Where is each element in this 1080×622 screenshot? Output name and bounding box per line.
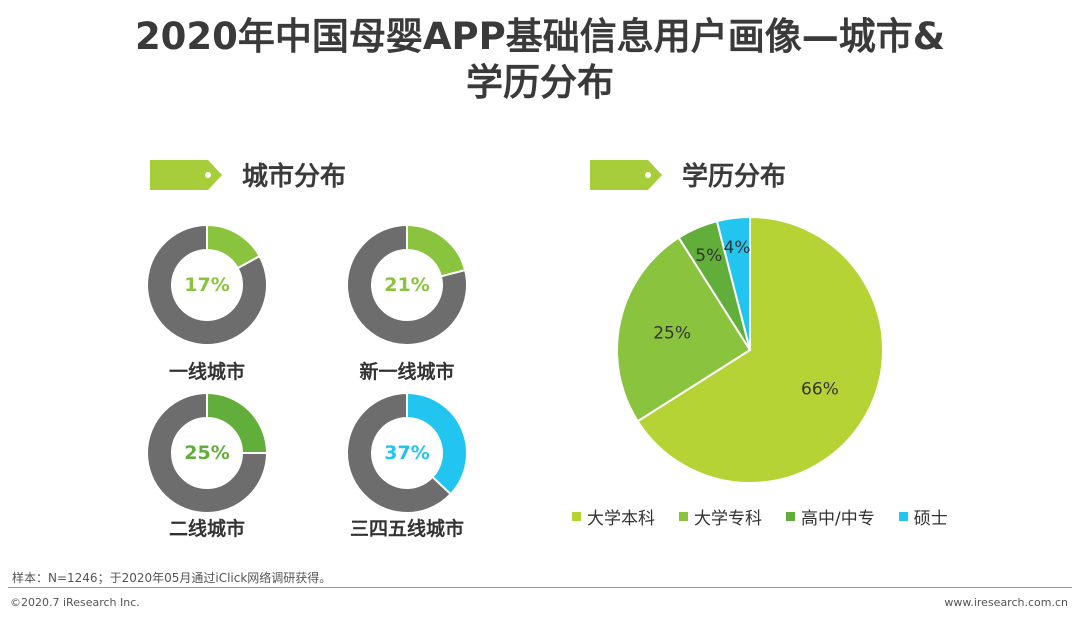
donut-segment xyxy=(206,223,261,270)
donut-category-label: 一线城市 xyxy=(168,361,245,383)
education-section-header: 学历分布 xyxy=(590,156,786,193)
donut-chart-new-tier1: 21% xyxy=(346,223,468,346)
legend-item: 大学本科 xyxy=(572,504,655,529)
tag-arrow-icon xyxy=(590,159,662,190)
donut-value-label: 25% xyxy=(184,442,230,464)
education-section-title: 学历分布 xyxy=(682,162,787,192)
page-title: 2020年中国母婴APP基础信息用户画像—城市& 学历分布 xyxy=(0,14,1080,106)
footer-divider xyxy=(8,587,1072,588)
legend-swatch xyxy=(679,512,688,521)
pie-data-label: 5% xyxy=(695,246,722,266)
donut-segment xyxy=(406,223,467,278)
pie-slice xyxy=(616,236,752,423)
donut-remainder xyxy=(346,223,468,346)
donut-category-label: 三四五线城市 xyxy=(349,518,464,540)
title-line-1: 2020年中国母婴APP基础信息用户画像—城市& xyxy=(134,15,946,58)
pie-slice xyxy=(715,215,751,351)
tag-arrow-icon xyxy=(150,159,222,190)
donut-chart-tier345: 37% xyxy=(346,391,468,514)
legend-swatch xyxy=(898,512,908,521)
legend-swatch xyxy=(572,512,581,521)
pie-data-label: 25% xyxy=(653,324,691,344)
legend-label: 大学专科 xyxy=(694,509,762,529)
legend-item: 大学专科 xyxy=(679,504,762,529)
sample-note: 样本：N=1246；于2020年05月通过iClick网络调研获得。 xyxy=(12,571,332,585)
donut-value-label: 37% xyxy=(384,442,430,464)
donut-chart-tier2: 25% xyxy=(146,391,269,514)
title-line-2: 学历分布 xyxy=(466,61,614,104)
legend-item: 高中/中专 xyxy=(786,504,875,529)
education-pie-chart: 66% 25% 5% 4% xyxy=(616,215,884,484)
donut-remainder xyxy=(146,223,268,346)
copyright: ©2020.7 iResearch Inc. xyxy=(10,596,140,609)
donut-remainder xyxy=(146,391,269,514)
legend-label: 硕士 xyxy=(913,509,948,529)
donut-remainder xyxy=(346,391,453,514)
donut-segment xyxy=(406,391,468,496)
pie-legend: 大学本科 大学专科 高中/中专 硕士 xyxy=(572,504,972,529)
donut-segment xyxy=(206,391,269,454)
legend-label: 高中/中专 xyxy=(801,509,875,529)
legend-swatch xyxy=(786,512,795,521)
legend-item: 硕士 xyxy=(898,504,948,529)
donut-chart-tier1: 17% xyxy=(146,223,268,346)
pie-data-label: 4% xyxy=(724,238,751,258)
donut-value-label: 21% xyxy=(384,274,430,296)
donut-category-label: 二线城市 xyxy=(168,518,245,540)
city-section-title: 城市分布 xyxy=(242,162,347,192)
pie-data-label: 66% xyxy=(801,379,839,399)
donut-category-label: 新一线城市 xyxy=(359,361,455,383)
website-link[interactable]: www.iresearch.com.cn xyxy=(944,596,1068,609)
city-section-header: 城市分布 xyxy=(150,156,346,193)
pie-slice xyxy=(636,215,884,484)
legend-label: 大学本科 xyxy=(587,509,655,529)
donut-value-label: 17% xyxy=(184,274,230,296)
